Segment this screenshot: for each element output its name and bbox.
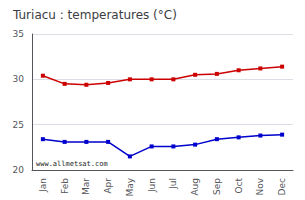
svg-text:Oct: Oct xyxy=(234,178,244,194)
svg-text:Jul: Jul xyxy=(168,178,178,190)
svg-text:Jun: Jun xyxy=(147,178,157,193)
svg-text:Sep: Sep xyxy=(212,178,222,195)
svg-text:Jan: Jan xyxy=(38,178,48,193)
svg-text:Aug: Aug xyxy=(190,178,200,196)
svg-text:Dec: Dec xyxy=(277,178,287,195)
svg-text:30: 30 xyxy=(13,74,25,84)
svg-text:Mar: Mar xyxy=(81,178,91,195)
svg-text:Apr: Apr xyxy=(103,178,113,194)
svg-text:35: 35 xyxy=(13,29,24,39)
svg-text:20: 20 xyxy=(13,165,25,175)
svg-text:Nov: Nov xyxy=(255,177,265,195)
svg-text:25: 25 xyxy=(13,120,24,130)
svg-text:www.allmetsat.com: www.allmetsat.com xyxy=(36,160,108,168)
svg-text:May: May xyxy=(125,177,135,196)
svg-text:Turiacu : temperatures (°C): Turiacu : temperatures (°C) xyxy=(12,8,177,22)
svg-text:Feb: Feb xyxy=(60,178,70,194)
